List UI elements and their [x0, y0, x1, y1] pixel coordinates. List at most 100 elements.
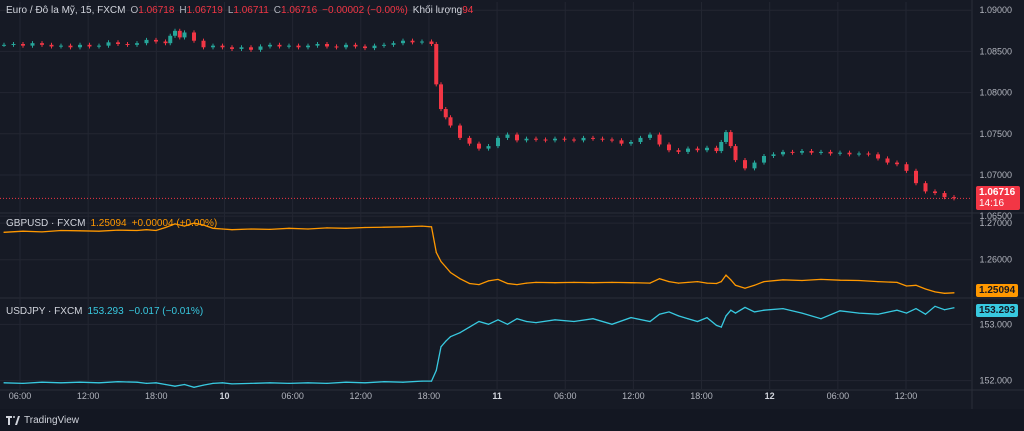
usdjpy-point — [174, 385, 176, 387]
open-label: O — [130, 5, 139, 16]
candle-body — [724, 132, 728, 142]
gbpusd-point — [402, 226, 404, 228]
candle-body — [847, 152, 852, 155]
gbpusd-point — [535, 281, 537, 283]
usdjpy-point — [231, 383, 233, 385]
y-tick-label: 1.07000 — [979, 170, 1012, 180]
candle-body — [420, 41, 424, 43]
candle-body — [144, 39, 149, 44]
candle-body — [448, 117, 453, 126]
usdjpy-point — [440, 346, 442, 348]
gbpusd-point — [41, 231, 43, 233]
usdjpy-point — [79, 381, 81, 383]
bar-countdown: 14:16 — [979, 198, 1005, 209]
eurusd-price-badge: 1.06716 14:16 — [976, 186, 1020, 210]
gbpusd-point — [183, 225, 186, 227]
gbpusd-point — [677, 282, 680, 284]
candle-body — [581, 137, 586, 141]
gbpusd-point — [98, 230, 100, 232]
candle-body — [952, 197, 956, 199]
open-value: 1.06718 — [138, 5, 175, 16]
usdjpy-point — [535, 322, 537, 324]
candle-body — [553, 138, 557, 141]
usdjpy-point — [497, 319, 499, 321]
y-tick-label: 152.000 — [979, 376, 1012, 386]
usdjpy-point — [730, 309, 732, 311]
usdjpy-point — [668, 311, 670, 313]
usdjpy-point — [763, 309, 765, 311]
usdjpy-point — [155, 382, 157, 384]
x-tick-label: 06:00 — [554, 391, 577, 401]
eurusd-last-price: 1.06716 — [979, 187, 1016, 198]
gbpusd-point — [516, 283, 518, 286]
candle-body — [177, 30, 182, 38]
gbpusd-point — [307, 228, 309, 230]
candle-body — [434, 44, 439, 85]
candle-body — [610, 139, 614, 141]
usdjpy-point — [307, 382, 309, 384]
candle-body — [676, 150, 681, 152]
usdjpy-point — [801, 312, 803, 314]
usdjpy-point — [164, 383, 167, 386]
candle-body — [182, 32, 187, 38]
usdjpy-point — [744, 306, 746, 309]
gbpusd-point — [896, 281, 898, 283]
usdjpy-point — [953, 307, 955, 309]
gbpusd-point — [345, 227, 347, 229]
candle-body — [287, 45, 291, 47]
gbpusd-point — [60, 229, 62, 232]
gbpusd-point — [445, 266, 447, 268]
gbpusd-point — [839, 279, 841, 281]
x-tick-label: 18:00 — [690, 391, 713, 401]
y-tick-label: 153.000 — [979, 319, 1012, 329]
candle-body — [543, 139, 548, 141]
usdjpy-line — [3, 305, 955, 388]
y-tick-label: 1.06500 — [979, 211, 1012, 221]
candle-body — [695, 148, 700, 151]
gbpusd-point — [734, 284, 737, 286]
usdjpy-point — [506, 323, 509, 325]
candle-body — [334, 46, 339, 48]
gbpusd-point — [435, 251, 437, 253]
candle-body — [315, 44, 320, 46]
candle-body — [743, 160, 747, 169]
candle-body — [857, 153, 861, 155]
change-value: −0.00002 (−0.00%) — [322, 5, 408, 16]
gbpusd-point — [468, 282, 471, 285]
y-tick-label: 1.26000 — [979, 255, 1012, 265]
candle-body — [68, 45, 73, 48]
candle-body — [733, 146, 738, 161]
candle-body — [21, 44, 25, 46]
candle-body — [382, 44, 386, 46]
usdjpy-point — [41, 381, 43, 383]
gbpusd-line — [3, 222, 955, 294]
candle-body — [486, 146, 491, 149]
gbpusd-point — [730, 279, 732, 281]
x-tick-label: 12:00 — [622, 391, 645, 401]
eurusd-title: Euro / Đô la Mỹ, 15, FXCM — [6, 5, 126, 16]
usdjpy-legend: USDJPY · FXCM 153.293 −0.017 (−0.01%) — [6, 306, 208, 317]
usdjpy-point — [677, 315, 680, 317]
candle-body — [686, 148, 690, 152]
gbpusd-point — [649, 282, 651, 284]
usdjpy-point — [753, 311, 756, 313]
close-value: 1.06716 — [281, 5, 318, 16]
usdjpy-point — [459, 332, 461, 334]
gbpusd-point — [687, 281, 689, 283]
candle-body — [942, 193, 947, 198]
x-tick-label: 18:00 — [418, 391, 441, 401]
candle-body — [467, 137, 472, 144]
candle-body — [534, 138, 538, 140]
usdjpy-point — [326, 382, 328, 384]
candle-body — [429, 41, 434, 44]
gbpusd-point — [820, 278, 822, 281]
x-tick-label: 06:00 — [281, 391, 304, 401]
gbpusd-point — [506, 282, 509, 285]
tradingview-logo[interactable]: TradingView — [6, 415, 79, 426]
gbpusd-point — [924, 288, 927, 290]
candle-body — [895, 162, 899, 165]
gbpusd-point — [164, 226, 167, 229]
close-label: C — [273, 5, 282, 16]
gbpusd-point — [326, 227, 328, 229]
